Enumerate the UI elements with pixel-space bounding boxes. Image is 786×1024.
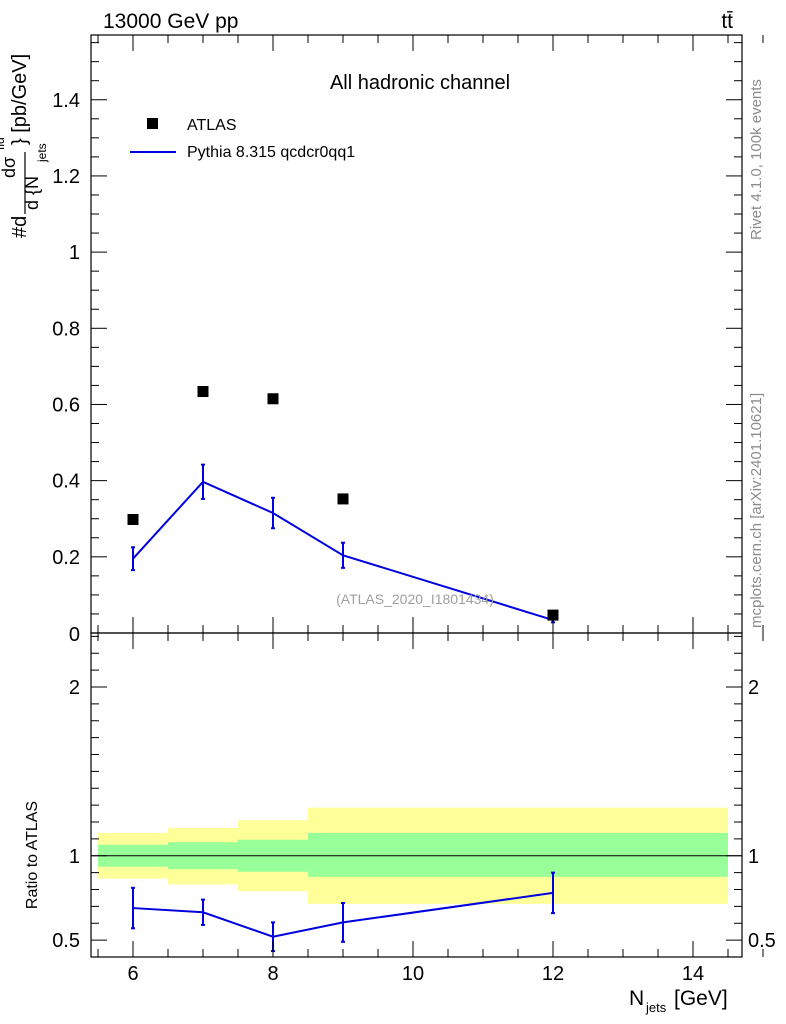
- y-tick-label: 0.6: [52, 394, 80, 416]
- ylabel-numerator-sup: fid: [0, 137, 7, 150]
- atlas-data-point: [267, 393, 279, 405]
- ratio-marks: [91, 807, 742, 953]
- legend: ATLAS Pythia 8.315 qcdcr0qq1: [130, 117, 355, 161]
- header-energy-label: 13000 GeV pp: [103, 10, 238, 33]
- ylabel-denominator: d {N: [22, 176, 42, 210]
- analysis-watermark: (ATLAS_2020_I1801434): [336, 591, 494, 607]
- mcplots-reference-label: mcplots.cern.ch [arXiv:2401.10621]: [748, 393, 765, 628]
- y-tick-label: 1.4: [52, 90, 80, 112]
- y-tick-label-zero: 0: [69, 624, 80, 646]
- legend-pythia-label: Pythia 8.315 qcdcr0qq1: [187, 144, 355, 161]
- x-tick-label: 8: [267, 963, 278, 985]
- ratio-panel: 0.5 0.51 12 26 8 10 12 14 Ratio to ATLAS N jets…: [24, 632, 776, 1015]
- ylabel-denominator-sub: jets: [35, 143, 49, 163]
- atlas-data-point: [127, 513, 139, 525]
- ratio-axes: 0.5 0.51 12 26 8 10 12 14: [52, 633, 776, 985]
- uncertainty-band-inner: [308, 832, 728, 877]
- xlabel-sub: jets: [645, 1000, 667, 1015]
- main-title: All hadronic channel: [330, 72, 510, 94]
- main-ylabel: #d dσ fid d {N jets } [pb/GeV]: [0, 54, 49, 238]
- y-tick-label: 0.8: [52, 318, 80, 340]
- atlas-data-point: [337, 493, 349, 505]
- xlabel-main: N: [629, 987, 644, 1010]
- x-tick-label: 10: [402, 963, 424, 985]
- xlabel: N jets [GeV]: [629, 987, 728, 1015]
- main-marks: [127, 386, 559, 624]
- atlas-data-point: [547, 609, 559, 621]
- y-tick-label: 0.2: [52, 547, 80, 569]
- ratio-y-tick-label: 2: [69, 677, 80, 699]
- rivet-version-label: Rivet 4.1.0, 100k events: [748, 79, 765, 240]
- legend-atlas-label: ATLAS: [187, 117, 237, 134]
- ratio-y-tick-label: 1: [69, 846, 80, 868]
- main-panel: 0.2 0.4 0.6 0.8 1 1.2 1.4 0 All hadronic channe…: [0, 34, 764, 646]
- atlas-data-point: [197, 386, 209, 398]
- y-tick-label: 1: [69, 242, 80, 264]
- y-tick-label: 1.2: [52, 166, 80, 188]
- main-axes: 0.2 0.4 0.6 0.8 1 1.2 1.4 0: [52, 35, 764, 646]
- ylabel-prefix: #d: [9, 216, 31, 238]
- x-tick-label: 12: [542, 963, 564, 985]
- ratio-ylabel: Ratio to ATLAS: [24, 801, 41, 909]
- ratio-y-tick-label-right: 0.5: [748, 930, 776, 952]
- ratio-y-tick-label-right: 1: [748, 846, 759, 868]
- header-process-label: tt̄: [721, 10, 733, 33]
- legend-atlas-marker: [147, 118, 158, 129]
- ratio-plot-frame: [90, 632, 743, 958]
- ylabel-numerator: dσ: [0, 157, 19, 178]
- xlabel-unit: [GeV]: [674, 987, 728, 1010]
- ylabel-suffix: } [pb/GeV]: [9, 54, 31, 145]
- x-tick-label: 14: [682, 963, 704, 985]
- ratio-y-tick-label: 0.5: [52, 930, 80, 952]
- ratio-y-tick-label-right: 2: [748, 677, 759, 699]
- x-tick-label: 6: [127, 963, 138, 985]
- y-tick-label: 0.4: [52, 471, 80, 493]
